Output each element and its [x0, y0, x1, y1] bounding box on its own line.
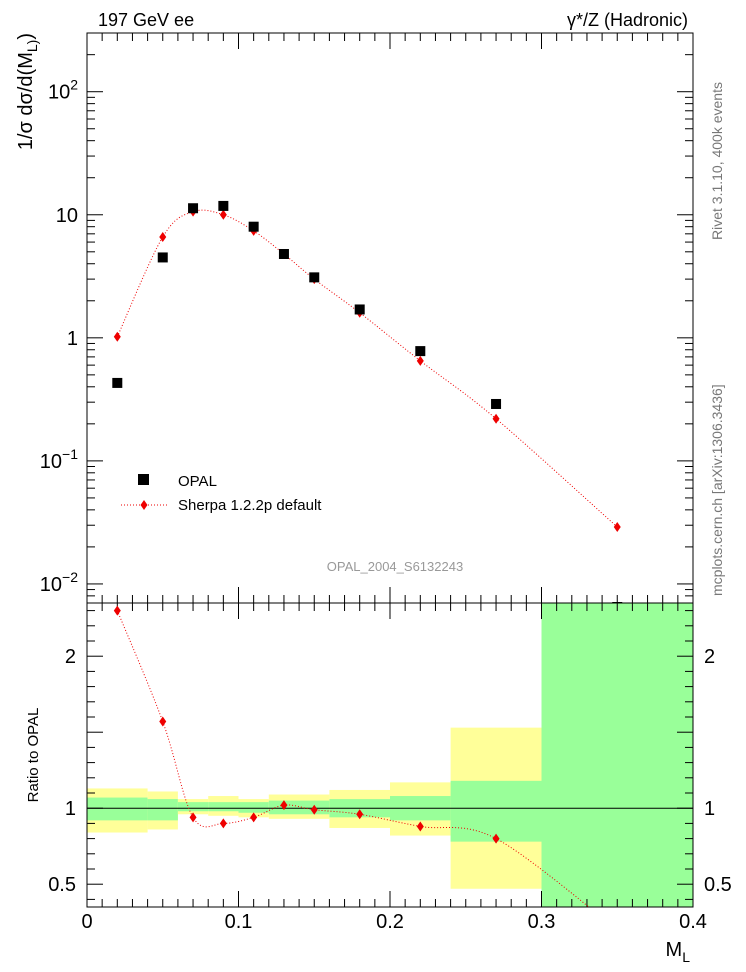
main-y-axis-label: 1/σ dσ/d(ML)): [15, 33, 40, 150]
analysis-id: OPAL_2004_S6132243: [327, 559, 463, 574]
data-point-main: [491, 398, 502, 409]
data-point-main: [309, 272, 320, 283]
rivet-info: Rivet 3.1.10, 400k events: [709, 82, 725, 240]
data-point-main: [248, 221, 259, 232]
mc-point-ratio: [416, 821, 424, 832]
legend-label-sherpa: Sherpa 1.2.2p default: [178, 497, 322, 514]
process-label: γ*/Z (Hadronic): [567, 10, 688, 30]
legend-marker-sherpa: [140, 500, 148, 510]
y-tick-label-ratio: 1: [65, 798, 76, 820]
mc-point-main: [492, 413, 500, 424]
y-tick-label-ratio-right: 0.5: [704, 874, 732, 896]
y-tick-label-main: 10: [56, 205, 78, 227]
mcplots-info: mcplots.cern.ch [arXiv:1306.3436]: [709, 384, 725, 596]
main-y-tick-labels: 10−2 10−1 1 10 102: [40, 77, 78, 596]
band-inner: [541, 603, 693, 907]
mc-point-ratio: [113, 605, 121, 616]
legend-marker-opal: [138, 474, 149, 485]
ratio-y-axis-label: Ratio to OPAL: [25, 708, 42, 803]
data-point-main: [188, 203, 199, 214]
band-inner: [450, 780, 542, 842]
data-point-main: [415, 346, 426, 357]
legend: OPAL Sherpa 1.2.2p default: [121, 473, 322, 514]
mc-point-ratio: [189, 812, 197, 823]
energy-label: 197 GeV ee: [98, 10, 194, 30]
mc-point-main: [613, 522, 621, 533]
x-tick-label: 0.4: [679, 911, 707, 933]
y-tick-label-ratio-right: 2: [704, 646, 715, 668]
data-point-main: [278, 248, 289, 259]
mc-point-ratio: [310, 804, 318, 815]
x-tick-label: 0.3: [528, 911, 556, 933]
main-panel: 10−2 10−1 1 10 102 1/σ dσ/d(ML)) OPAL_2004_S…: [15, 32, 694, 607]
band-inner: [268, 800, 330, 815]
x-tick-label: 0.2: [376, 911, 404, 933]
y-tick-label-main: 10−1: [40, 446, 78, 473]
band-inner: [147, 799, 178, 821]
band-inner: [208, 802, 239, 812]
x-tick-label: 0: [81, 911, 92, 933]
band-inner: [177, 802, 209, 812]
mc-point-ratio: [492, 833, 500, 844]
y-tick-label-ratio: 2: [65, 646, 76, 668]
mc-point-ratio: [356, 809, 364, 820]
main-frame: [86, 32, 694, 604]
data-point-main: [354, 304, 365, 315]
data-point-main: [112, 377, 123, 388]
ratio-axis-ticks: [86, 603, 694, 907]
mc-point-main: [219, 209, 227, 220]
mc-point-main: [113, 331, 121, 342]
x-tick-label: 0.1: [225, 911, 253, 933]
y-tick-label-ratio: 0.5: [48, 874, 76, 896]
mc-point-ratio: [280, 800, 288, 811]
mc-point-ratio: [219, 818, 227, 829]
mc-series-ratio: [113, 605, 590, 907]
main-axis-ticks: [86, 32, 694, 604]
band-inner: [238, 802, 269, 813]
y-tick-label-main: 102: [48, 77, 78, 104]
mc-point-ratio: [159, 716, 167, 727]
ratio-uncertainty-bands: [87, 603, 693, 907]
mc-point-ratio: [250, 812, 258, 823]
ratio-tick-labels: 0.5 0.5 1 1 2 2 0 0.1 0.2 0.3 0.4: [48, 646, 732, 933]
x-axis-label: ML: [666, 939, 691, 965]
band-inner: [87, 797, 148, 821]
legend-label-opal: OPAL: [178, 473, 217, 490]
y-tick-label-main: 1: [67, 328, 78, 350]
mc-point-main: [416, 355, 424, 366]
mc-point-main: [159, 231, 167, 242]
data-point-main: [157, 252, 168, 263]
data-series-main: [112, 200, 623, 607]
data-point-main: [218, 200, 229, 211]
ratio-panel: 0.5 0.5 1 1 2 2 0 0.1 0.2 0.3 0.4 Ratio to OPAL ML: [25, 602, 732, 965]
y-tick-label-main: 10−2: [40, 569, 78, 596]
y-tick-label-ratio-right: 1: [704, 798, 715, 820]
ratio-frame: [86, 602, 694, 908]
